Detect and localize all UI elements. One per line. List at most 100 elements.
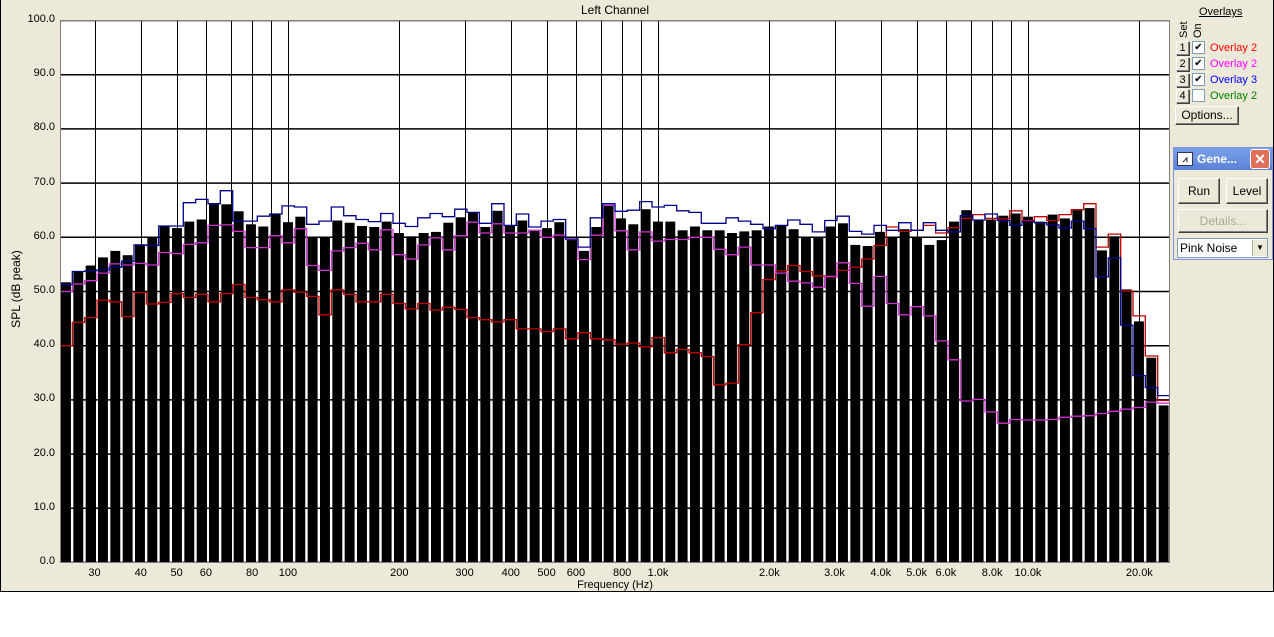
on-column-label: On [1192, 23, 1204, 38]
spectrum-bar [61, 282, 71, 562]
y-tick-label: 90.0 [33, 67, 55, 80]
x-tick-label: 30 [88, 567, 101, 579]
y-tick-label: 0.0 [39, 555, 55, 567]
spectrum-bar [258, 226, 269, 562]
generator-window: ⩘ Gene... ✕ Run Level Details... Pink No… [1173, 147, 1273, 260]
x-tick-label: 40 [134, 567, 147, 579]
overlay-row: 2 ✔ Overlay 2 [1176, 56, 1257, 71]
spectrum-bar [554, 222, 565, 562]
spectrum-bar [1084, 208, 1095, 562]
spectrum-bar [184, 221, 195, 562]
analyzer-window: Left Channel SPL (dB peak) 0.0 10.0 20.0 30… [0, 0, 1274, 592]
y-tick-label: 10.0 [33, 500, 55, 513]
spectrum-bar [1134, 321, 1144, 562]
spectrum-bar [998, 215, 1009, 562]
y-tick-label: 50.0 [33, 284, 55, 296]
overlay-on-checkbox[interactable]: ✔ [1192, 73, 1205, 86]
spectrum-bar [492, 210, 503, 563]
spectrum-bar [714, 230, 725, 563]
spectrum-bar [369, 227, 380, 562]
options-button[interactable]: Options... [1175, 106, 1239, 125]
spectrum-bar [221, 204, 232, 563]
y-tick-label: 20.0 [33, 446, 55, 459]
details-button[interactable]: Details... [1178, 209, 1268, 233]
overlay-set-button[interactable]: 1 [1176, 40, 1189, 55]
x-tick-label: 50 [170, 567, 183, 579]
spectrum-bar [196, 219, 207, 562]
signal-select[interactable]: Pink Noise ▼ [1177, 238, 1268, 258]
spectrum-bar [702, 230, 713, 563]
spectrum-bar [850, 244, 861, 562]
spectrum-bar [677, 230, 688, 563]
spectrum-bar [542, 228, 552, 562]
x-tick-label: 1.0k [647, 567, 669, 579]
overlay-label: Overlay 2 [1210, 89, 1258, 102]
x-tick-label: 300 [455, 567, 474, 579]
spectrum-bar [357, 226, 367, 562]
spectrum-bar [431, 231, 441, 562]
spectrum-bar [628, 224, 639, 563]
spectrum-bar [665, 221, 676, 562]
spectrum-bar [455, 217, 466, 563]
x-tick-label: 5.0k [906, 567, 927, 579]
spectrum-bar [961, 210, 972, 562]
spectrum-bar [1010, 213, 1021, 562]
overlay-label: Overlay 3 [1210, 73, 1258, 86]
overlay-label: Overlay 2 [1210, 57, 1258, 70]
spectrum-bar [764, 226, 774, 562]
spectrum-bar [1047, 214, 1058, 562]
y-tick-label: 40.0 [33, 338, 55, 351]
overlay-set-button[interactable]: 2 [1176, 56, 1189, 71]
spectrum-bar [653, 221, 663, 562]
overlay-on-checkbox[interactable] [1192, 89, 1205, 102]
level-button[interactable]: Level [1226, 178, 1268, 204]
overlay-row: 3 ✔ Overlay 3 [1176, 72, 1257, 87]
overlay-set-button[interactable]: 4 [1176, 88, 1189, 103]
run-button[interactable]: Run [1178, 178, 1220, 204]
plot-frame [60, 20, 1170, 563]
x-tick-label: 80 [246, 567, 259, 579]
overlay-row: 1 ✔ Overlay 2 [1176, 40, 1257, 55]
spectrum-bar [159, 226, 170, 562]
generator-title-bar[interactable]: ⩘ Gene... ✕ [1174, 148, 1272, 170]
spectrum-bar [517, 220, 528, 562]
spectrum-bar [505, 226, 515, 562]
spectrum-bar [727, 233, 737, 562]
x-tick-label: 8.0k [981, 567, 1003, 579]
x-tick-label: 10.0k [1014, 567, 1042, 579]
spectrum-bar [1146, 357, 1157, 562]
x-tick-label: 60 [199, 567, 213, 579]
spectrum-bar [936, 240, 947, 562]
y-tick-label: 100.0 [27, 13, 55, 25]
x-tick-label: 400 [501, 567, 520, 579]
overlay-line [60, 190, 1170, 397]
spectrum-bar [209, 204, 219, 563]
spectrum-bar [110, 250, 121, 562]
chevron-down-icon[interactable]: ▼ [1252, 240, 1267, 256]
spectrum-bar [924, 244, 935, 562]
chart-title: Left Channel [580, 3, 650, 17]
spectrum-plot[interactable] [60, 20, 1170, 563]
spectrum-bar [394, 233, 404, 562]
spectrum-bar [899, 229, 910, 562]
spectrum-bar [443, 222, 454, 562]
x-tick-label: 500 [537, 567, 556, 579]
spectrum-bar [381, 221, 392, 562]
spectrum-bar [480, 227, 491, 562]
overlay-line [60, 204, 1170, 424]
spectrum-bar [1072, 210, 1083, 562]
generator-title: Gene... [1197, 152, 1238, 166]
close-icon[interactable]: ✕ [1250, 149, 1270, 169]
spectrum-bar [122, 255, 133, 562]
overlay-on-checkbox[interactable]: ✔ [1192, 41, 1205, 54]
spectrum-bar [616, 218, 626, 562]
y-tick-label: 80.0 [33, 121, 55, 134]
overlay-label: Overlay 2 [1210, 41, 1258, 54]
spectrum-bar [862, 246, 873, 562]
spectrum-bar [973, 219, 984, 562]
overlay-on-checkbox[interactable]: ✔ [1192, 57, 1205, 70]
spectrum-bar [986, 219, 996, 562]
overlay-set-button[interactable]: 3 [1176, 72, 1189, 87]
x-tick-label: 2.0k [758, 567, 780, 579]
